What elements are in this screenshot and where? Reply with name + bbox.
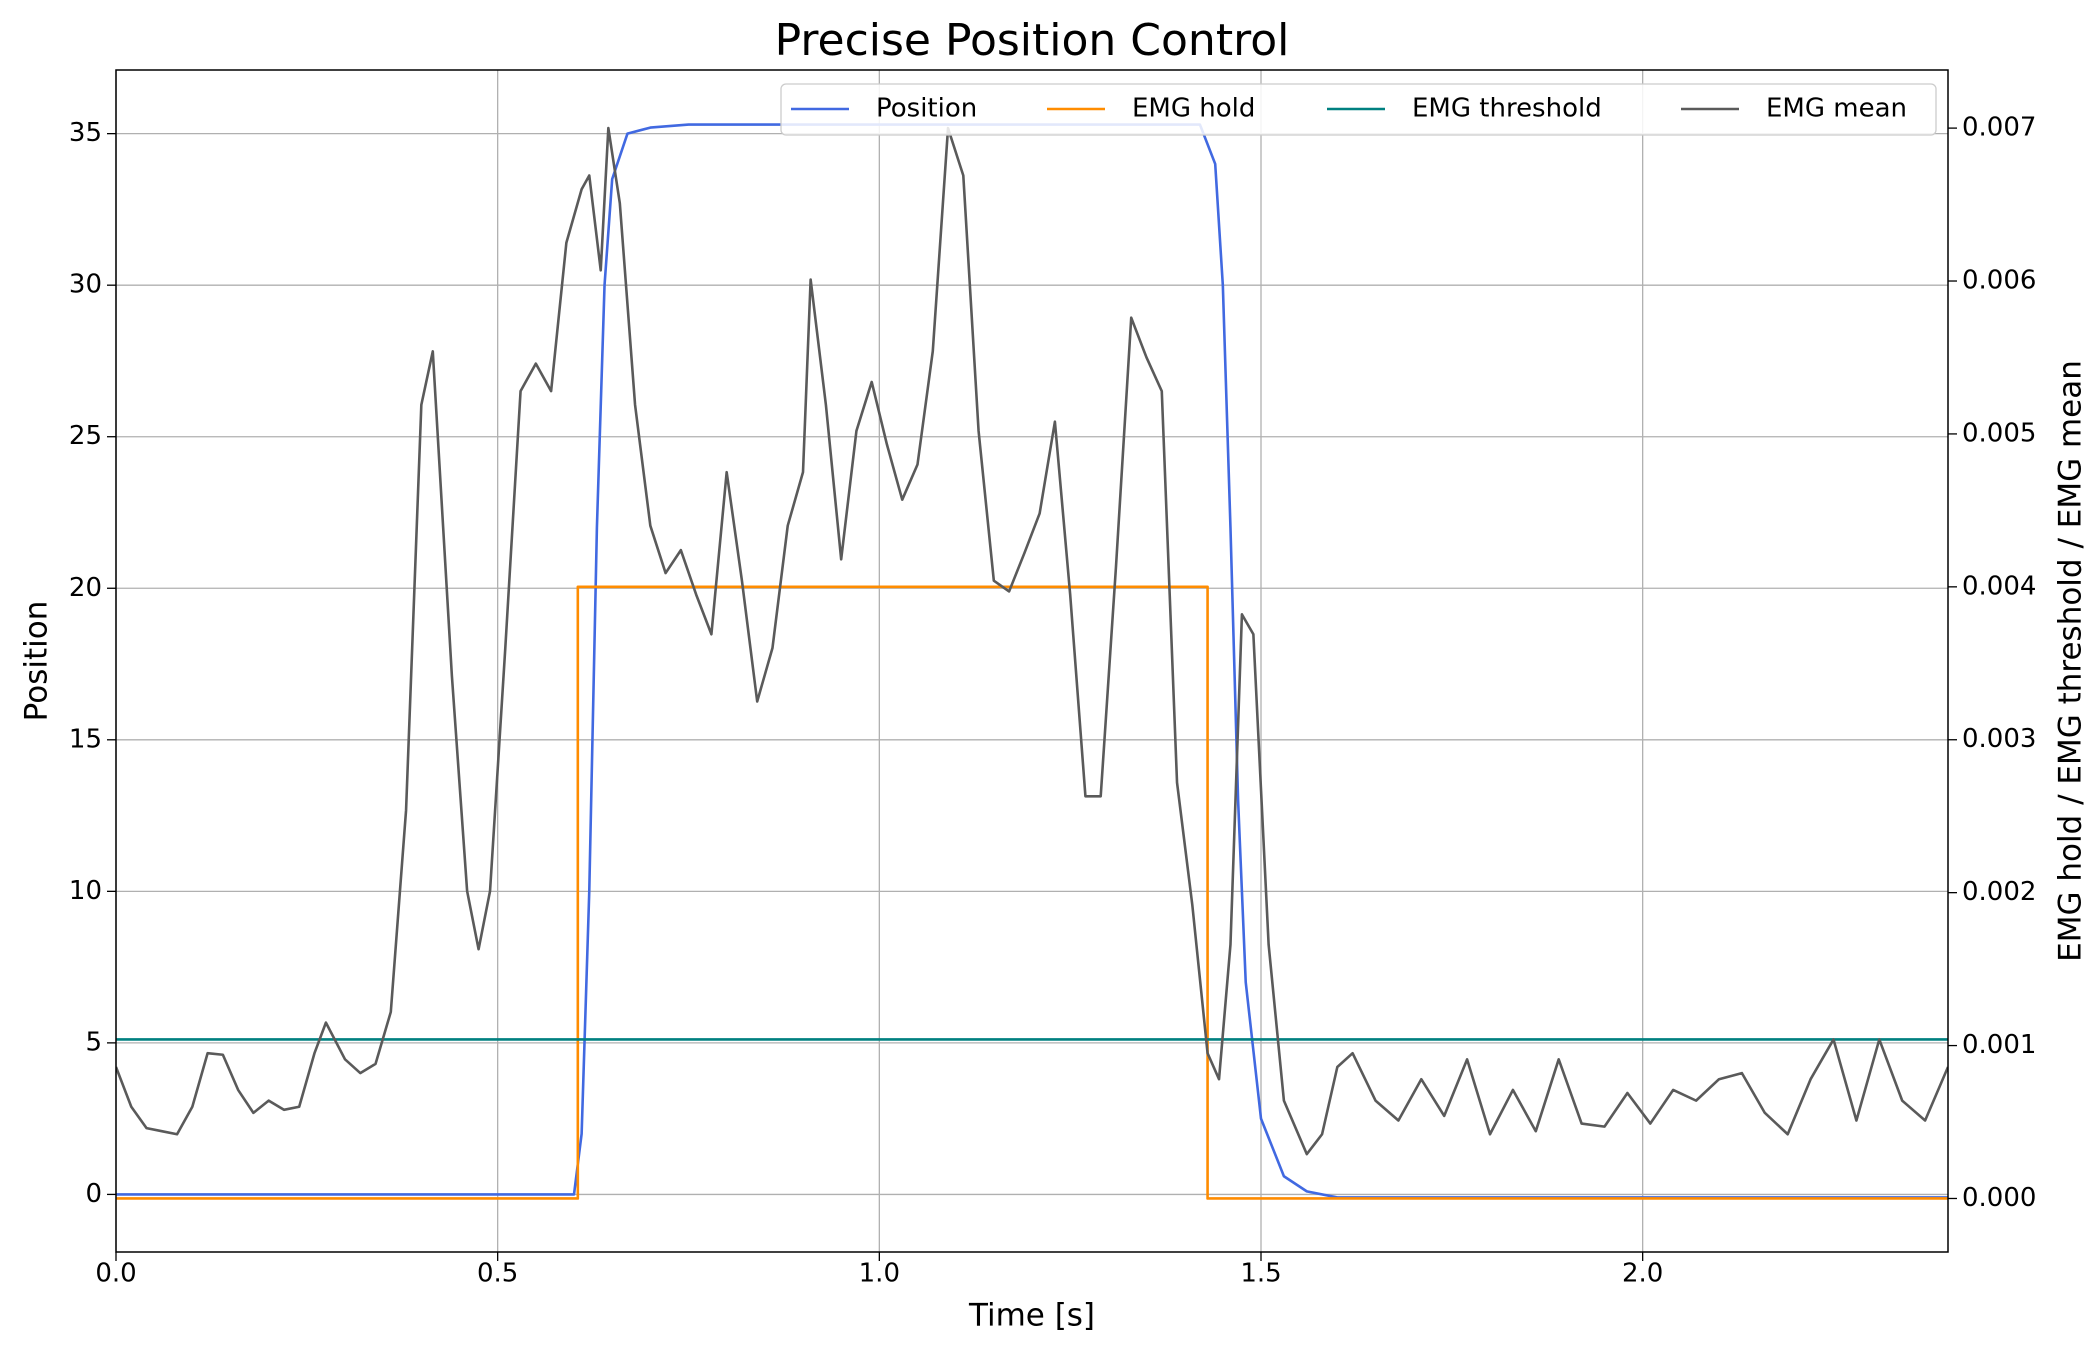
- y2-tick-label: 0.005: [1962, 418, 2036, 448]
- y-axis-label: Position: [19, 601, 55, 722]
- legend-label: EMG threshold: [1412, 94, 1602, 124]
- legend-label: EMG hold: [1132, 94, 1255, 124]
- x-tick-label: 0.5: [477, 1259, 518, 1289]
- x-tick-label: 1.5: [1240, 1259, 1281, 1289]
- y-tick-label: 20: [69, 573, 102, 603]
- y2-axis-label: EMG hold / EMG threshold / EMG mean: [2053, 360, 2089, 962]
- y-tick-label: 15: [69, 724, 102, 754]
- plot-frame: [115, 69, 1949, 1253]
- x-tick-label: 0.0: [95, 1259, 136, 1289]
- y2-tick-label: 0.003: [1962, 724, 2036, 754]
- y2-tick-label: 0.000: [1962, 1183, 2036, 1213]
- x-tick-label: 1.0: [859, 1259, 900, 1289]
- legend-label: EMG mean: [1766, 94, 1907, 124]
- series-line: [116, 585, 1948, 1200]
- y-tick-label: 25: [69, 421, 102, 451]
- y-tick-label: 35: [69, 118, 102, 148]
- x-axis-label: Time [s]: [968, 1298, 1095, 1334]
- y-tick-label: 30: [69, 270, 102, 300]
- y-tick-label: 5: [85, 1027, 102, 1057]
- series-line: [116, 126, 1948, 1156]
- y2-tick-label: 0.001: [1962, 1030, 2036, 1060]
- y2-tick-label: 0.006: [1962, 266, 2036, 296]
- chart-title: Precise Position Control: [775, 15, 1290, 66]
- y-tick-label: 10: [69, 876, 102, 906]
- legend-label: Position: [876, 94, 977, 124]
- y2-tick-label: 0.002: [1962, 877, 2036, 907]
- y2-tick-label: 0.007: [1962, 113, 2036, 143]
- y-tick-label: 0: [85, 1179, 102, 1209]
- y2-tick-label: 0.004: [1962, 571, 2036, 601]
- x-tick-label: 2.0: [1622, 1259, 1663, 1289]
